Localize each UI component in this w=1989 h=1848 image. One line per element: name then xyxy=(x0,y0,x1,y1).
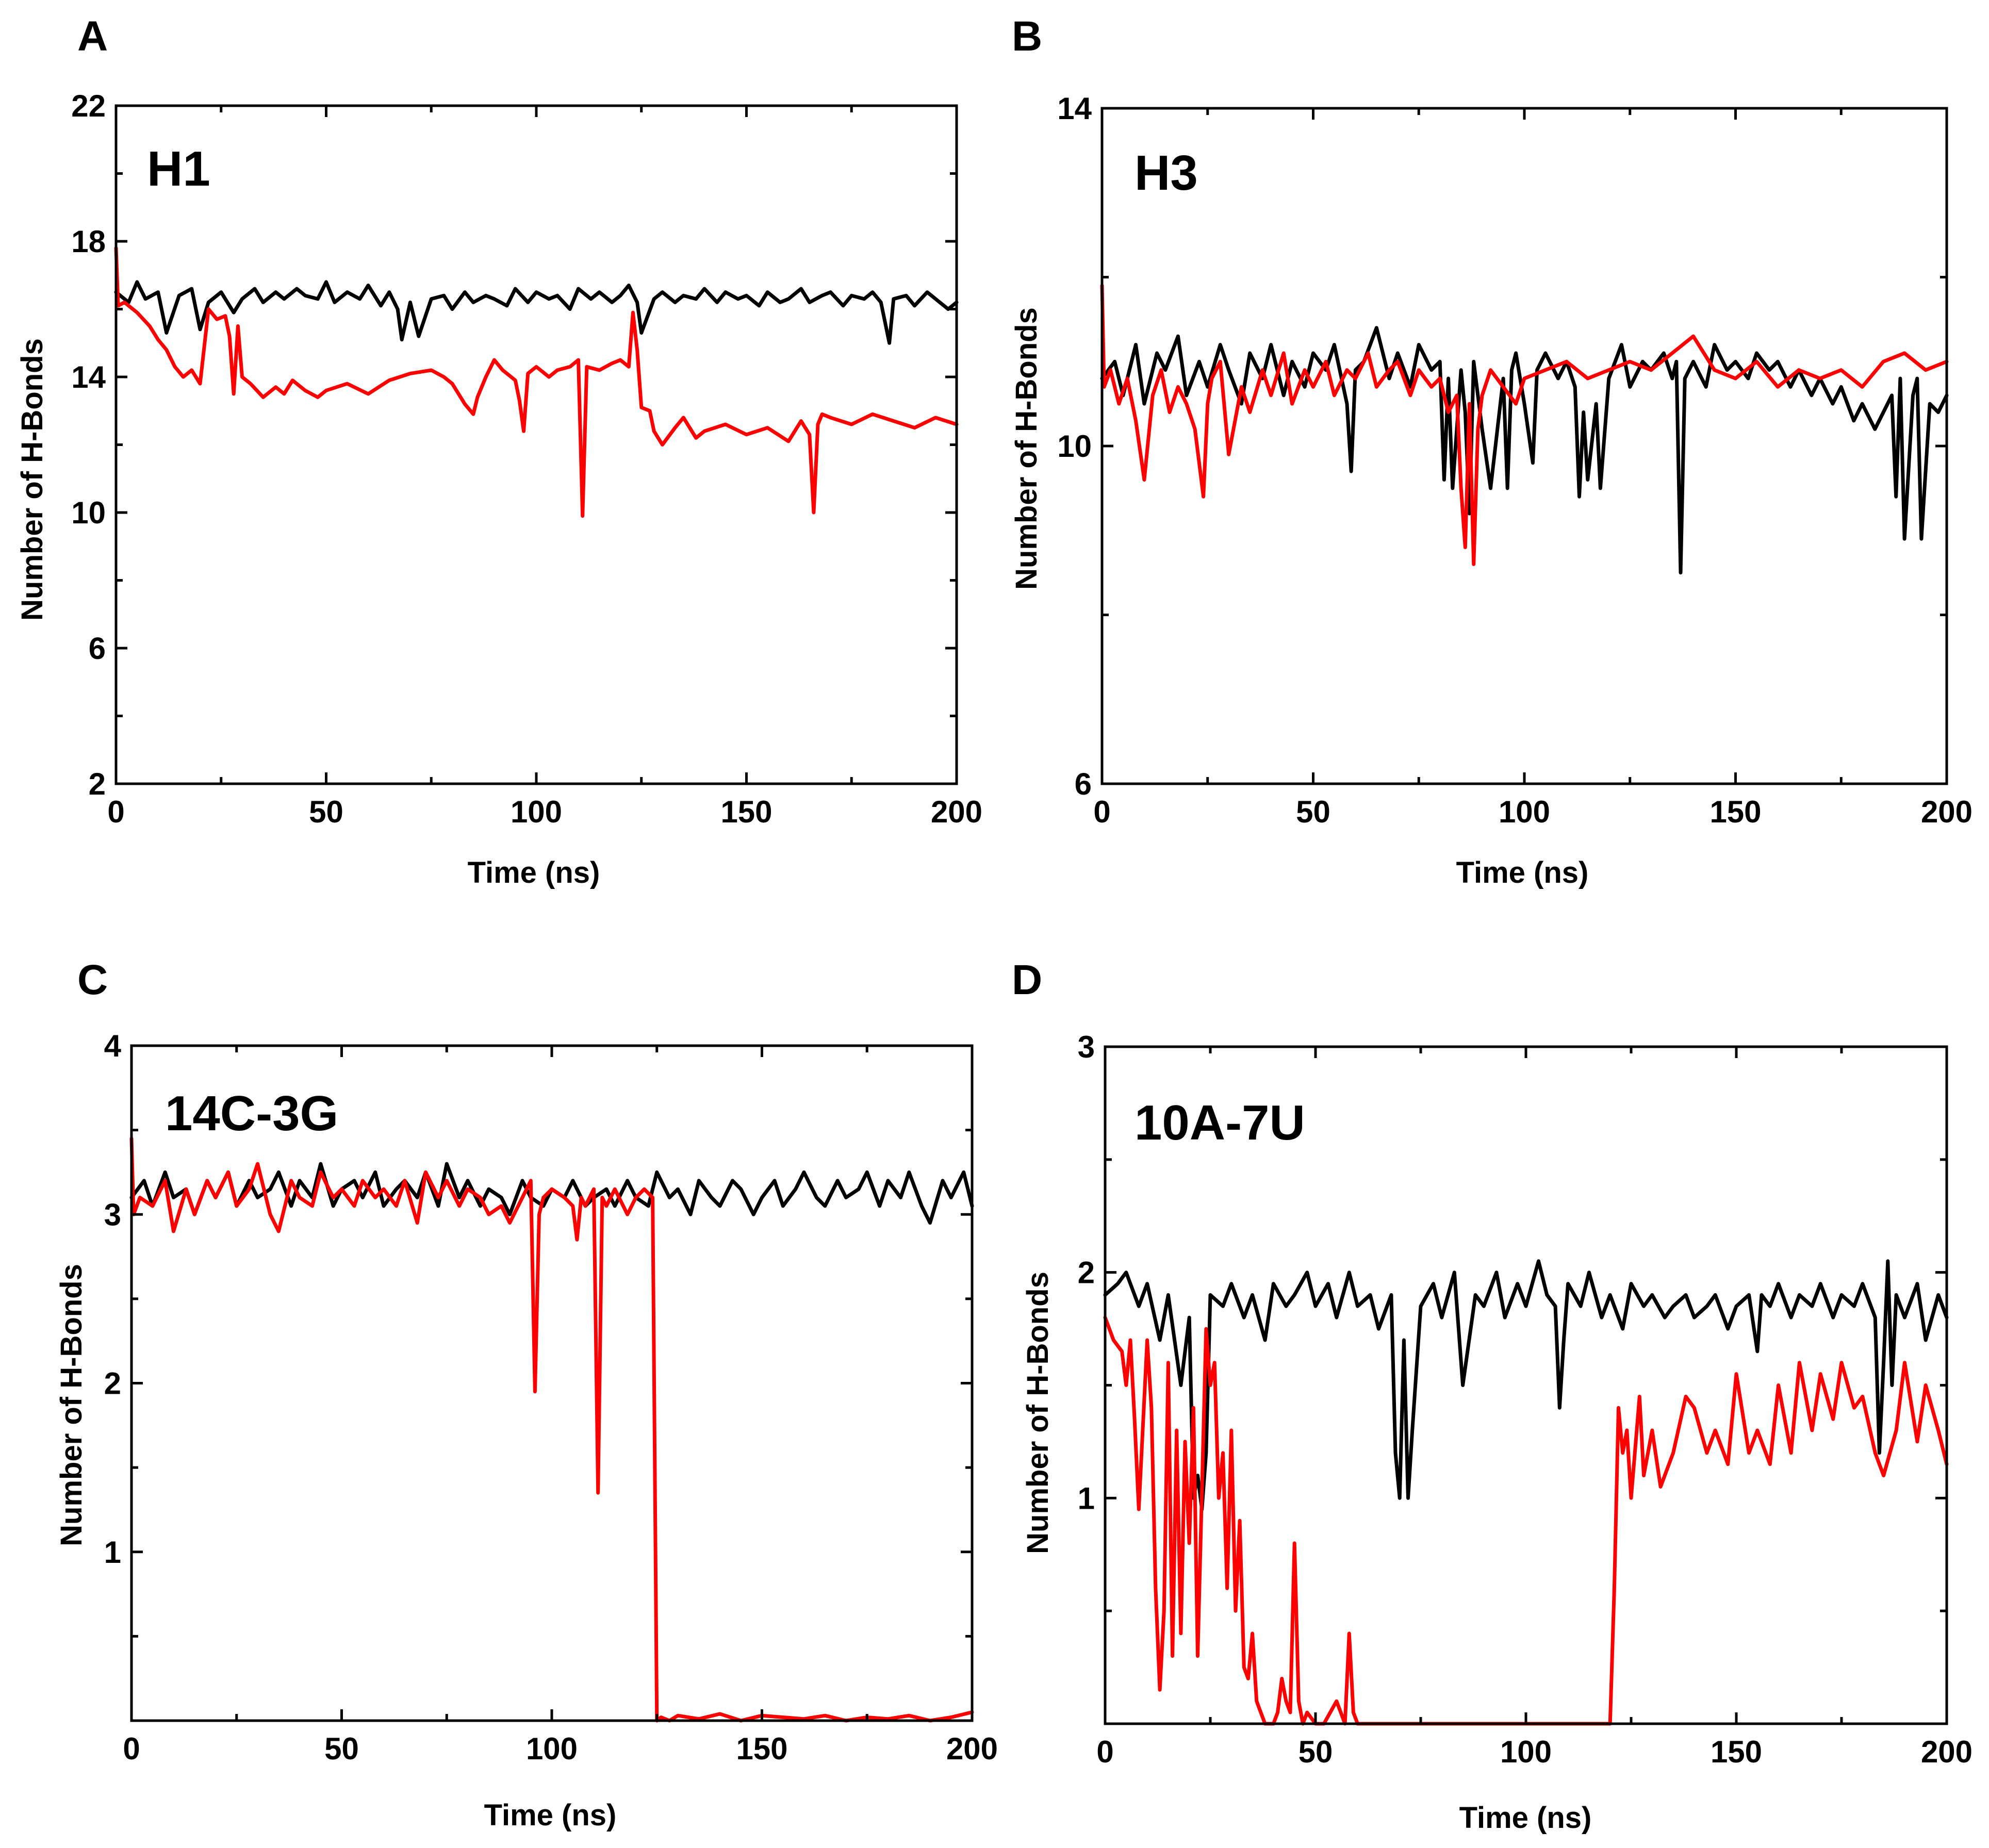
panel-c-x-tick-label: 100 xyxy=(526,1731,578,1766)
panel-c-series-1-line xyxy=(129,1136,974,1723)
panel-a-x-tick-label: 50 xyxy=(309,795,343,829)
panel-c-x-tick-label: 0 xyxy=(123,1731,140,1766)
panel-a-y-tick-label: 14 xyxy=(71,360,106,394)
panel-b-x-tick-label: 150 xyxy=(1709,795,1761,829)
panel-b-y-tick-label: 10 xyxy=(1057,429,1092,464)
panel-a-y-tick-label: 18 xyxy=(71,224,106,259)
panel-b-x-tick-label: 0 xyxy=(1093,795,1110,829)
panel-c-y-tick-label: 1 xyxy=(104,1535,121,1570)
panel-a-y-tick-label: 2 xyxy=(89,767,106,801)
panel-a-series-0-line xyxy=(114,280,959,345)
panel-a: A H1 Time (ns) Number of H-Bonds 0 50 100 1… xyxy=(15,13,982,889)
panel-d-x-tick-label: 100 xyxy=(1500,1735,1552,1769)
panel-d-series-0-line xyxy=(1103,1259,1949,1511)
panel-b-y-tick-label: 6 xyxy=(1075,767,1092,801)
panel-a-x-tick-label: 200 xyxy=(931,795,982,829)
panel-d-x-tick-label: 150 xyxy=(1711,1735,1762,1769)
panel-d-y-tick-label: 3 xyxy=(1078,1030,1095,1064)
panel-b-series-0-line xyxy=(1100,326,1949,575)
panel-c-plot-frame xyxy=(130,1044,974,1722)
panel-letter-c: C xyxy=(77,956,108,1003)
panel-letter-b: B xyxy=(1012,13,1042,60)
panel-c-y-tick-label: 2 xyxy=(104,1366,121,1401)
panel-b-x-tick-label: 50 xyxy=(1296,795,1330,829)
panel-a-series-label: H1 xyxy=(147,141,210,196)
panel-a-x-tick-label: 0 xyxy=(107,795,124,829)
panel-letter-d: D xyxy=(1012,956,1042,1003)
panel-b-x-axis-title: Time (ns) xyxy=(1456,856,1589,889)
panel-b-y-axis-title: Number of H-Bonds xyxy=(1010,307,1043,590)
panel-a-x-axis-title: Time (ns) xyxy=(468,856,600,889)
panel-d-y-tick-label: 1 xyxy=(1078,1481,1095,1515)
panel-d-x-axis-title: Time (ns) xyxy=(1459,1801,1592,1835)
panel-c-x-tick-label: 200 xyxy=(946,1731,998,1766)
panel-b-series-1-line xyxy=(1100,284,1949,566)
panel-c-x-axis-title: Time (ns) xyxy=(484,1798,617,1832)
panel-a-y-tick-label: 6 xyxy=(89,631,106,666)
panel-b-x-tick-label: 200 xyxy=(1921,795,1972,829)
panel-a-plot-frame xyxy=(114,104,958,785)
panel-c-series-label: 14C-3G xyxy=(165,1086,338,1141)
panel-b-y-tick-label: 14 xyxy=(1057,91,1092,126)
panel-a-y-axis-title: Number of H-Bonds xyxy=(15,338,49,621)
panel-b-series-label: H3 xyxy=(1135,145,1198,201)
panel-b-x-tick-label: 100 xyxy=(1499,795,1550,829)
panel-d-x-tick-label: 200 xyxy=(1921,1735,1972,1769)
panel-d-x-tick-label: 0 xyxy=(1096,1735,1113,1769)
panel-d-x-tick-label: 50 xyxy=(1298,1735,1333,1769)
panel-a-x-tick-label: 150 xyxy=(720,795,772,829)
panel-c-series-0-line xyxy=(129,1162,974,1225)
panel-a-y-tick-label: 22 xyxy=(71,89,106,123)
panel-c-x-tick-label: 50 xyxy=(324,1731,359,1766)
panel-d-y-tick-label: 2 xyxy=(1078,1256,1095,1290)
panel-d-y-axis-title: Number of H-Bonds xyxy=(1021,1272,1055,1554)
panel-a-y-tick-label: 10 xyxy=(71,496,106,530)
panel-d-series-label: 10A-7U xyxy=(1135,1095,1305,1150)
panel-c-x-tick-label: 150 xyxy=(736,1731,787,1766)
panel-b: B H3 Time (ns) Number of H-Bonds 0 50 100 1… xyxy=(1010,13,1972,889)
panel-d-series-1-line xyxy=(1103,1315,1949,1726)
panel-a-x-tick-label: 100 xyxy=(511,795,562,829)
panel-c-y-tick-label: 4 xyxy=(104,1029,122,1063)
panel-a-series-1-line xyxy=(114,246,959,518)
panel-c-y-tick-label: 3 xyxy=(104,1197,121,1232)
panel-c: C 14C-3G Time (ns) Number of H-Bonds 0 50… xyxy=(55,956,998,1832)
panel-d: D 10A-7U Time (ns) Number of H-Bonds 0 50… xyxy=(1012,956,1972,1835)
panel-letter-a: A xyxy=(77,13,108,60)
panel-c-y-axis-title: Number of H-Bonds xyxy=(55,1264,88,1546)
